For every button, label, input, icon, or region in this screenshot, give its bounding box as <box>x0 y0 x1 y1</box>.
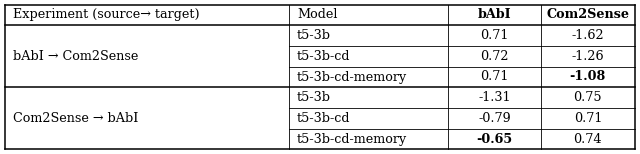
Text: -0.65: -0.65 <box>476 133 513 146</box>
Text: Com2Sense → bAbI: Com2Sense → bAbI <box>13 112 138 125</box>
Text: 0.72: 0.72 <box>480 50 509 63</box>
Text: 0.71: 0.71 <box>480 29 509 42</box>
Text: t5-3b-cd: t5-3b-cd <box>297 50 351 63</box>
Text: 0.71: 0.71 <box>480 71 509 83</box>
Text: 0.71: 0.71 <box>573 112 602 125</box>
Text: Experiment (source→ target): Experiment (source→ target) <box>13 8 200 21</box>
Text: -1.08: -1.08 <box>570 71 606 83</box>
Text: t5-3b-cd-memory: t5-3b-cd-memory <box>297 133 407 146</box>
Text: 0.74: 0.74 <box>573 133 602 146</box>
Text: -1.31: -1.31 <box>478 91 511 104</box>
Text: -0.79: -0.79 <box>478 112 511 125</box>
Text: t5-3b: t5-3b <box>297 91 331 104</box>
Text: t5-3b: t5-3b <box>297 29 331 42</box>
Text: Model: Model <box>297 8 337 21</box>
Text: -1.62: -1.62 <box>572 29 604 42</box>
Text: Com2Sense: Com2Sense <box>547 8 629 21</box>
Text: -1.26: -1.26 <box>572 50 604 63</box>
Text: bAbI: bAbI <box>477 8 511 21</box>
Text: t5-3b-cd-memory: t5-3b-cd-memory <box>297 71 407 83</box>
Text: bAbI → Com2Sense: bAbI → Com2Sense <box>13 50 138 63</box>
Text: 0.75: 0.75 <box>573 91 602 104</box>
Text: t5-3b-cd: t5-3b-cd <box>297 112 351 125</box>
